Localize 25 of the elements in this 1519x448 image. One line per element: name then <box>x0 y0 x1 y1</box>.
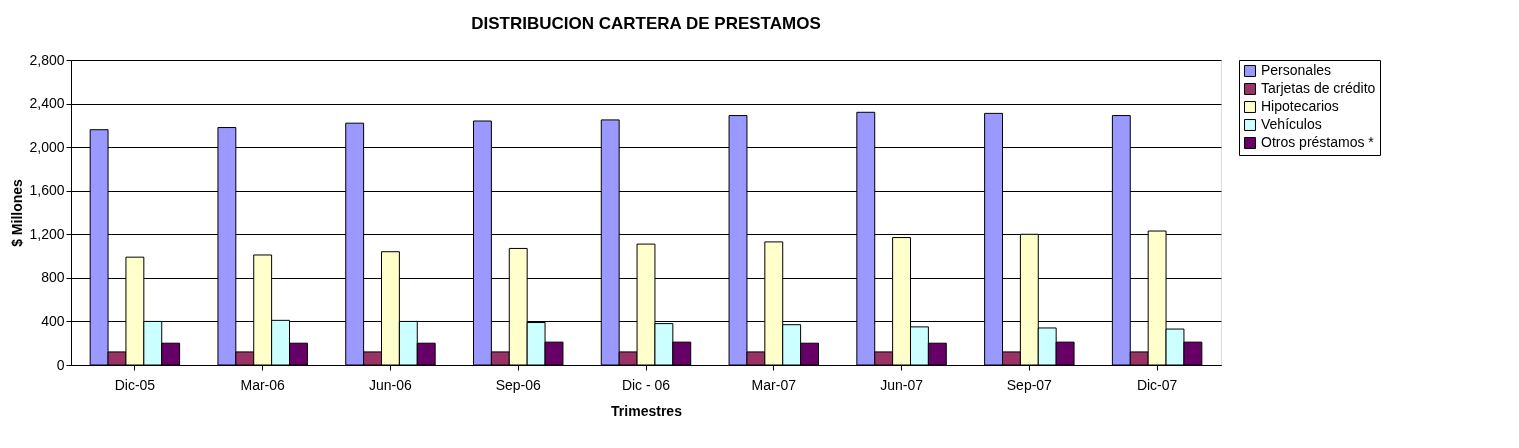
x-tick-label: Jun-07 <box>880 376 924 393</box>
x-tick-label: Sep-07 <box>1006 376 1053 393</box>
x-tick-label: Dic - 06 <box>621 376 671 393</box>
y-tick-label: 2,000 <box>29 138 65 155</box>
x-axis-title: Trimestres <box>611 402 683 419</box>
legend-label: Personales <box>1261 62 1332 78</box>
x-tick-label: Sep-06 <box>495 376 541 393</box>
x-tick-label: Dic-05 <box>114 376 156 393</box>
y-tick-label: 400 <box>41 312 65 329</box>
chart-title: DISTRIBUCION CARTERA DE PRESTAMOS <box>471 14 821 33</box>
y-tick-label: 2,400 <box>29 95 65 112</box>
legend-label: Otros préstamos * <box>1261 134 1375 150</box>
y-tick-label: 800 <box>41 269 65 286</box>
x-tick-label: Mar-07 <box>751 376 797 393</box>
legend-label: Vehículos <box>1261 116 1322 132</box>
x-tick-label: Jun-06 <box>369 376 413 393</box>
x-tick-label: Dic-07 <box>1136 376 1178 393</box>
y-axis-title: $ Millones <box>9 178 26 247</box>
legend-label: Tarjetas de crédito <box>1261 80 1376 96</box>
y-tick-label: 1,200 <box>29 225 65 242</box>
y-tick-label: 0 <box>56 356 65 373</box>
y-tick-label: 1,600 <box>29 182 65 199</box>
legend-label: Hipotecarios <box>1261 98 1339 114</box>
x-tick-label: Mar-06 <box>240 376 286 393</box>
y-tick-label: 2,800 <box>29 51 65 68</box>
